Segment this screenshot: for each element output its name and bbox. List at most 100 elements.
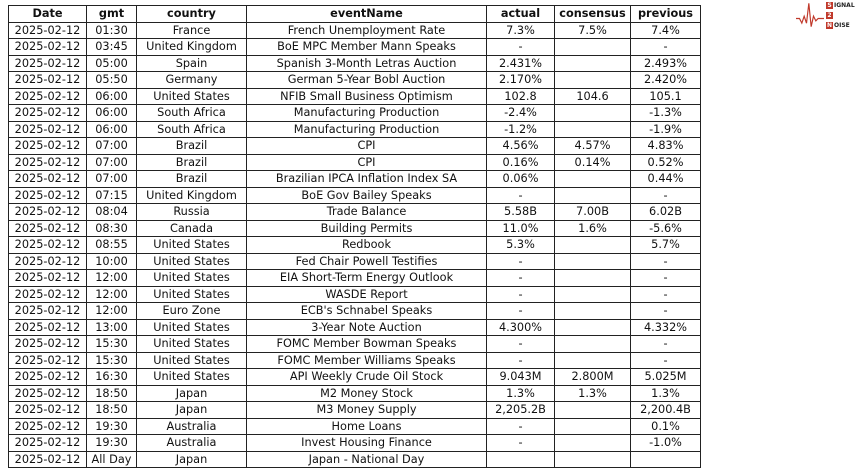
cell-country: United Kingdom (136, 38, 247, 56)
cell-country: Spain (136, 54, 247, 72)
cell-event-name: API Weekly Crude Oil Stock (246, 368, 487, 386)
cell-event-name: Invest Housing Finance (246, 434, 487, 452)
cell-previous: - (630, 285, 701, 303)
column-header-country: country (136, 5, 247, 23)
table-row: 2025-02-12 12:00 United States EIA Short-Te… (8, 269, 701, 287)
cell-country: United Kingdom (136, 186, 247, 204)
cell-date: 2025-02-12 (8, 285, 87, 303)
cell-date: 2025-02-12 (8, 252, 87, 270)
cell-actual: 7.3% (486, 21, 555, 39)
cell-gmt: 03:45 (86, 38, 137, 56)
economic-calendar-table: Date gmt country eventName actual consensus pr… (8, 5, 701, 468)
cell-event-name: Japan - National Day (246, 450, 487, 468)
cell-previous: - (630, 252, 701, 270)
cell-consensus: 4.57% (554, 137, 631, 155)
cell-country: Australia (136, 417, 247, 435)
cell-date: 2025-02-12 (8, 54, 87, 72)
cell-gmt: 07:00 (86, 137, 137, 155)
cell-country: United States (136, 351, 247, 369)
cell-consensus (554, 335, 631, 353)
cell-actual: - (486, 252, 555, 270)
table-row: 2025-02-12 10:00 United States Fed Chair Po… (8, 252, 701, 270)
cell-date: 2025-02-12 (8, 87, 87, 105)
cell-gmt: 06:00 (86, 87, 137, 105)
table-row: 2025-02-12 01:30 France French Unemployment… (8, 21, 701, 39)
table-row: 2025-02-12 19:30 Australia Home Loans - 0.1% (8, 417, 701, 435)
cell-country: United States (136, 335, 247, 353)
cell-actual: 2,205.2B (486, 401, 555, 419)
cell-previous: 6.02B (630, 203, 701, 221)
cell-country: Canada (136, 219, 247, 237)
cell-consensus (554, 236, 631, 254)
cell-country: United States (136, 368, 247, 386)
cell-event-name: Spanish 3-Month Letras Auction (246, 54, 487, 72)
cell-actual: 9.043M (486, 368, 555, 386)
cell-previous: 2,200.4B (630, 401, 701, 419)
cell-actual: - (486, 335, 555, 353)
cell-country: United States (136, 318, 247, 336)
logo-line-2: 2 (826, 11, 834, 20)
cell-gmt: 18:50 (86, 401, 137, 419)
table-row: 2025-02-12 19:30 Australia Invest Housing F… (8, 434, 701, 452)
cell-consensus: 0.14% (554, 153, 631, 171)
cell-country: Japan (136, 384, 247, 402)
cell-consensus (554, 401, 631, 419)
cell-consensus (554, 120, 631, 138)
cell-consensus: 1.6% (554, 219, 631, 237)
column-header-event-name: eventName (246, 5, 487, 23)
cell-consensus (554, 351, 631, 369)
signal-2-noise-logo: S IGNAL 2 N OISE (796, 1, 866, 31)
cell-consensus (554, 252, 631, 270)
logo-text-3: OISE (834, 22, 850, 29)
cell-country: Russia (136, 203, 247, 221)
cell-country: South Africa (136, 120, 247, 138)
table-row: 2025-02-12 16:30 United States API Weekly C… (8, 368, 701, 386)
cell-actual: - (486, 302, 555, 320)
cell-country: Euro Zone (136, 302, 247, 320)
cell-previous: - (630, 302, 701, 320)
cell-event-name: EIA Short-Term Energy Outlook (246, 269, 487, 287)
cell-consensus (554, 285, 631, 303)
cell-previous: 0.52% (630, 153, 701, 171)
cell-event-name: ECB's Schnabel Speaks (246, 302, 487, 320)
cell-event-name: BoE MPC Member Mann Speaks (246, 38, 487, 56)
column-header-previous: previous (630, 5, 701, 23)
cell-country: United States (136, 87, 247, 105)
table-row: 2025-02-12 06:00 South Africa Manufacturing… (8, 120, 701, 138)
cell-previous: -1.0% (630, 434, 701, 452)
column-header-gmt: gmt (86, 5, 137, 23)
cell-consensus (554, 302, 631, 320)
cell-previous: - (630, 351, 701, 369)
table-row: 2025-02-12 07:15 United Kingdom BoE Gov Bai… (8, 186, 701, 204)
cell-actual: 1.3% (486, 384, 555, 402)
cell-date: 2025-02-12 (8, 120, 87, 138)
cell-consensus: 7.5% (554, 21, 631, 39)
cell-event-name: 3-Year Note Auction (246, 318, 487, 336)
cell-consensus (554, 186, 631, 204)
cell-actual: 4.300% (486, 318, 555, 336)
cell-consensus (554, 450, 631, 468)
cell-actual (486, 450, 555, 468)
table-row: 2025-02-12 13:00 United States 3-Year Note … (8, 318, 701, 336)
cell-gmt: 19:30 (86, 417, 137, 435)
logo-line-3: N OISE (826, 21, 850, 30)
cell-actual: 2.431% (486, 54, 555, 72)
cell-date: 2025-02-12 (8, 269, 87, 287)
cell-event-name: Fed Chair Powell Testifies (246, 252, 487, 270)
cell-actual: 0.06% (486, 170, 555, 188)
cell-country: United States (136, 236, 247, 254)
cell-date: 2025-02-12 (8, 434, 87, 452)
cell-country: United States (136, 285, 247, 303)
column-header-actual: actual (486, 5, 555, 23)
column-header-date: Date (8, 5, 87, 23)
cell-date: 2025-02-12 (8, 401, 87, 419)
cell-gmt: 19:30 (86, 434, 137, 452)
cell-country: United States (136, 252, 247, 270)
cell-country: Japan (136, 450, 247, 468)
cell-event-name: Trade Balance (246, 203, 487, 221)
cell-event-name: FOMC Member Williams Speaks (246, 351, 487, 369)
cell-country: France (136, 21, 247, 39)
cell-previous: 4.332% (630, 318, 701, 336)
cell-date: 2025-02-12 (8, 203, 87, 221)
table-row: 2025-02-12 12:00 Euro Zone ECB's Schnabel S… (8, 302, 701, 320)
